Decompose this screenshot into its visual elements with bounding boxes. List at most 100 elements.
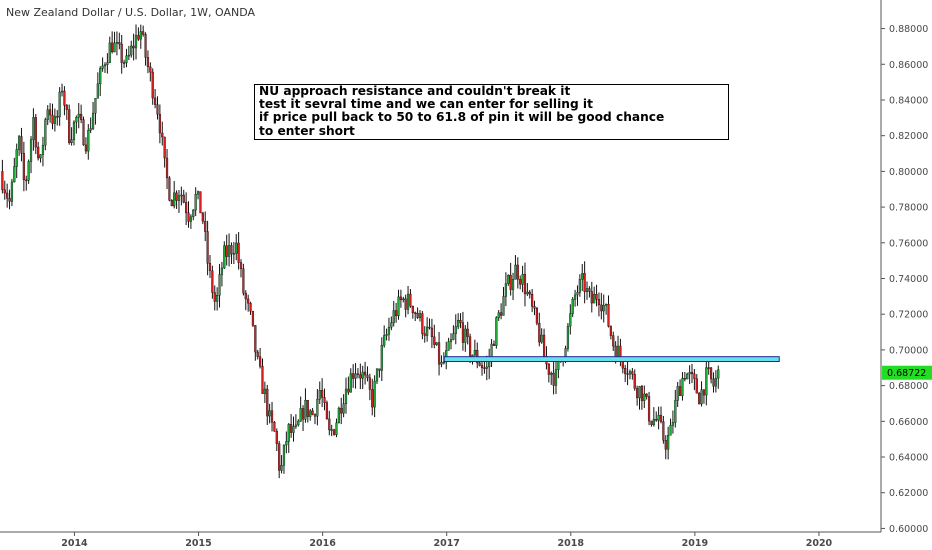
candle-up [643,393,646,401]
candle-up [426,326,429,336]
candle-down [399,296,402,301]
candle-down [459,320,462,323]
candle-down [332,429,336,435]
candle-down [597,299,601,306]
candle-down [275,431,278,444]
candle-down [600,304,603,312]
candle-up [337,407,340,424]
candle-down [306,400,309,417]
candle-down [199,191,202,214]
candle-up [75,117,78,123]
candle-down [500,312,503,316]
candle-down [595,294,598,300]
candle-down [678,386,682,396]
candle-up [99,68,102,85]
candle-up [657,414,660,421]
candle-up [521,274,524,285]
candle-down [142,31,145,35]
candle-up [101,65,104,69]
annotation-box[interactable]: NU approach resistance and couldn't brea… [254,84,729,140]
candle-up [94,98,97,114]
candle-up [263,388,266,394]
candle-down [411,306,414,313]
candle-down [120,43,123,63]
candle-up [380,344,383,371]
plot-area[interactable] [0,0,881,532]
annotation-line-4: to enter short [259,123,355,138]
candle-down [480,365,484,369]
candle-up [383,335,386,346]
candle-up [232,253,235,255]
candle-down [664,440,667,450]
candle-up [103,64,107,67]
candle-down [612,335,615,347]
time-axis[interactable]: 2014 2015 2016 2017 2018 2019 2020 [61,532,833,549]
candle-up [700,389,703,405]
candle-down [151,71,154,99]
candle-down [542,334,546,357]
candle-down [6,192,9,199]
candle-down [430,327,434,338]
candle-down [20,136,23,154]
candle-up [60,90,64,93]
candle-down [645,393,648,397]
x-tick-label: 2014 [61,538,88,549]
candle-down [368,377,371,390]
candle-down [359,374,362,379]
candle-up [130,45,133,56]
candle-down [144,34,147,58]
candle-down [323,397,326,403]
candle-down [51,114,54,124]
candle-down [552,372,555,386]
candle-up [342,403,345,414]
y-tick-label: 0.78000 [889,203,928,214]
current-price-tag: 0.68722 [882,365,932,380]
candle-up [674,400,677,423]
candle-up [89,128,92,131]
candle-down [363,371,367,376]
candle-down [137,35,140,40]
candle-down [378,368,381,371]
candle-up [304,400,307,420]
candle-down [225,245,228,257]
candle-down [254,325,257,353]
candle-up [177,195,181,201]
resistance-zone[interactable] [443,356,780,363]
candle-up [714,377,717,387]
candle-down [609,326,612,336]
candle-down [533,306,536,309]
current-price-label: 0.68722 [887,368,926,379]
candle-up [361,371,364,379]
candle-up [344,388,348,404]
candle-down [433,336,436,345]
candle-up [402,298,405,301]
candle-up [671,422,675,426]
candle-down [259,356,262,367]
candle-up [96,83,99,99]
candle-down [311,410,314,415]
candle-down [242,268,245,294]
candle-down [82,119,85,146]
candle-down [538,322,541,343]
candle-down [213,292,216,302]
candle-down [266,388,269,417]
candle-down [636,388,639,399]
candle-down [301,408,305,420]
candle-up [280,465,283,471]
candle-up [418,313,422,318]
x-tick-label: 2018 [558,538,585,549]
annotation-line-2: test it sevral time and we can enter for… [259,97,593,112]
candle-up [330,429,333,431]
price-axis[interactable]: 0.88000 0.86000 0.84000 0.82000 0.80000 0.780… [881,24,928,535]
candle-down [659,414,663,422]
candle-up [464,328,467,343]
candle-down [290,424,293,433]
candle-down [211,270,214,293]
candle-down [239,262,243,269]
candle-down [247,298,250,304]
candle-up [387,326,391,335]
candle-down [650,420,653,425]
candle-up [285,441,288,446]
y-tick-label: 0.84000 [889,95,928,106]
